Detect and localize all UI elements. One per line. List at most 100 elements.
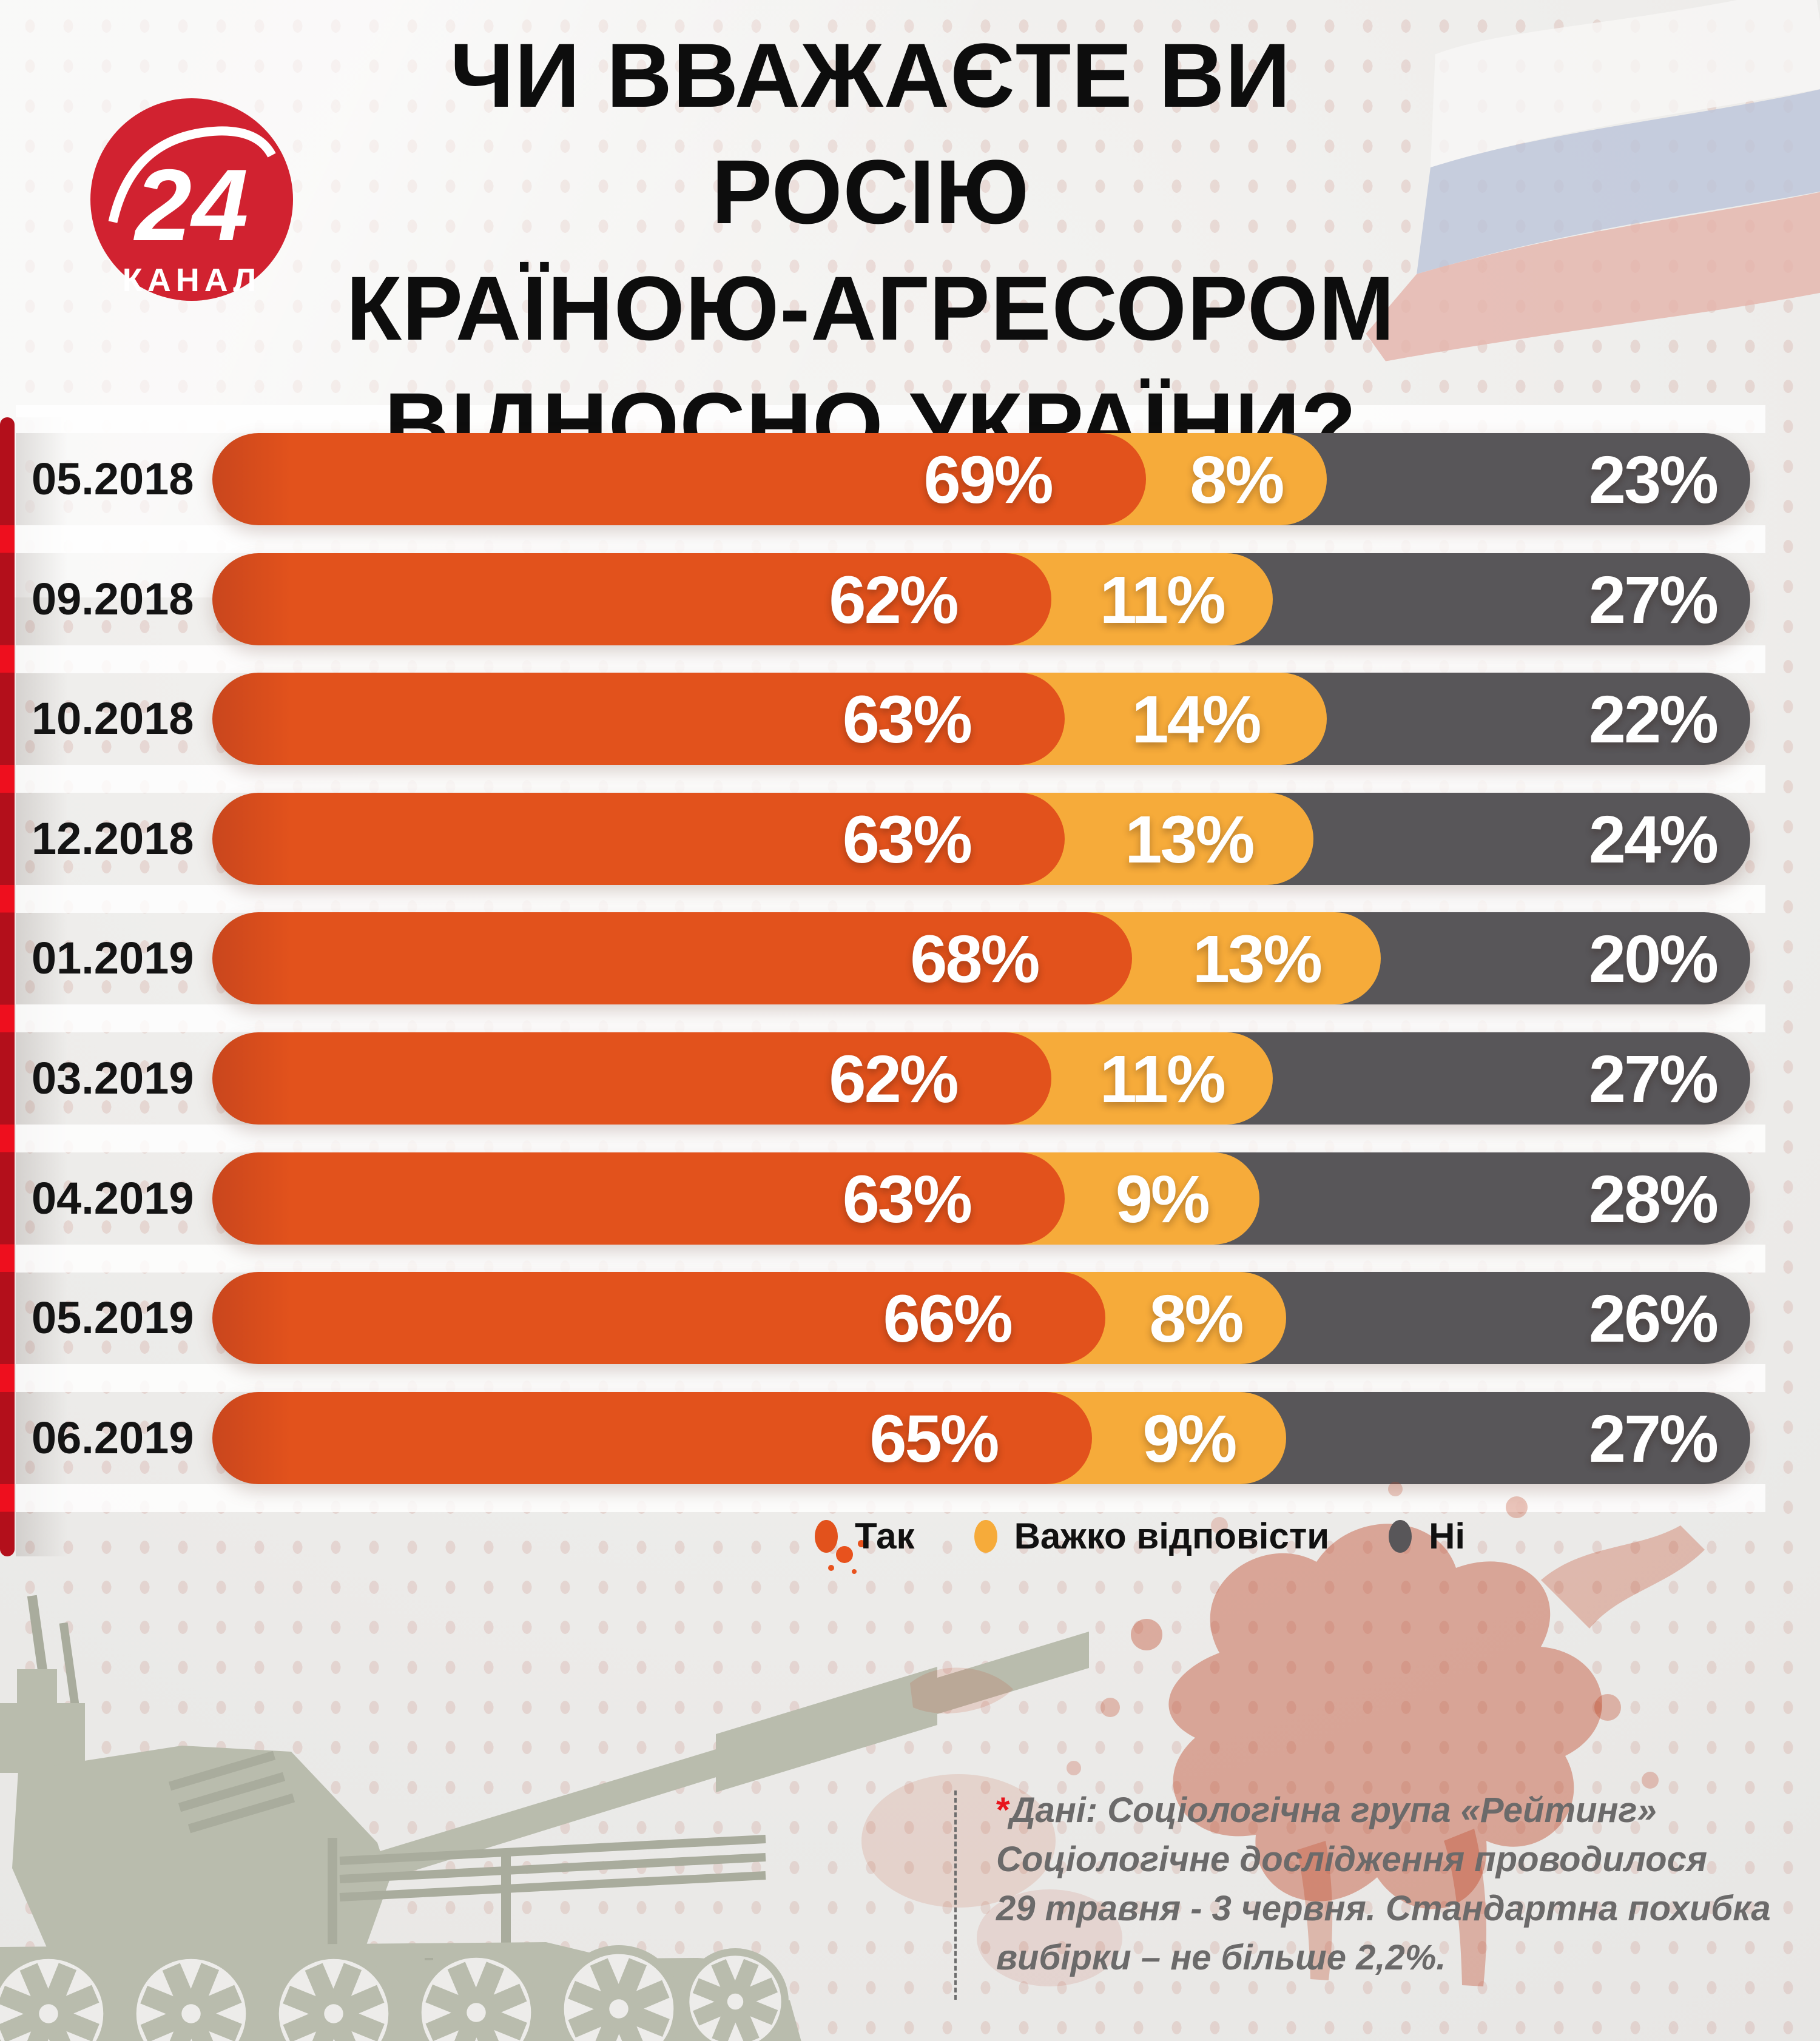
footnote: *Дані: Соціологічна група «Рейтинг» Соці… [996,1786,1820,1982]
logo-number: 24 [133,148,249,262]
bar-segment-yes [212,433,1146,525]
legend-label: Ні [1429,1516,1466,1556]
bar-segment-yes [212,1391,1092,1484]
bar-segment-yes [212,1032,1051,1125]
value-label-yes: 63% [842,802,972,877]
channel-24-logo: 24 КАНАЛ [90,98,293,301]
value-label-hard-to-answer: 8% [1149,1282,1244,1357]
bar-segment-no [1167,1152,1750,1245]
row-gap-strip [16,525,1765,553]
bar-segment-yes [212,1272,1105,1365]
logo-circle [90,98,293,301]
tank-wheel [270,1950,397,2041]
row-date-label: 05.2019 [32,1293,194,1343]
tank-wheel [127,1950,255,2041]
value-label-no: 28% [1588,1162,1719,1237]
bar-segment-yes [212,792,1065,885]
stacked-bar: 63% 13% 24% [212,792,1750,885]
legend-item: Так [815,1515,915,1557]
value-label-yes: 63% [842,682,972,758]
footnote-text: Дані: Соціологічна група «Рейтинг» [1009,1790,1657,1830]
footnote-line: вибірки – не більше 2,2%. [996,1938,1446,1977]
chart-row: 09.2018 62% 11% 27% [0,553,1820,645]
row-date-label: 05.2018 [32,454,194,504]
page-title: ЧИ ВВАЖАЄТЕ ВИ РОСІЮ КРАЇНОЮ-АГРЕСОРОМ В… [285,17,1456,483]
legend-label: Так [855,1516,915,1556]
tank-wheel [413,1949,540,2041]
blood-splatter-art [828,1482,1705,1986]
chart-row: 12.2018 63% 13% 24% [0,792,1820,885]
chart-row: 06.2019 65% 9% 27% [0,1391,1820,1484]
value-label-yes: 63% [842,1162,972,1237]
bar-segment-yes [212,673,1065,765]
bar-segment-no [1194,1391,1750,1484]
bar-segment-yes [212,1152,1065,1245]
stacked-bar: 62% 11% 27% [212,1032,1750,1125]
row-date-label: 12.2018 [32,813,194,864]
value-label-hard-to-answer: 9% [1142,1401,1237,1476]
value-label-hard-to-answer: 9% [1115,1162,1210,1237]
value-label-no: 23% [1588,443,1719,517]
title-line-2: КРАЇНОЮ-АГРЕСОРОМ [346,257,1395,359]
value-label-yes: 69% [923,443,1054,517]
logo-swoosh-icon [108,126,276,223]
row-gap-strip [16,1244,1765,1273]
stacked-bar: 62% 11% 27% [212,553,1750,645]
value-label-hard-to-answer: 13% [1125,802,1255,877]
legend-dot-icon [815,1519,838,1553]
chart-row: 03.2019 62% 11% 27% [0,1032,1820,1125]
row-date-label: 09.2018 [32,573,194,624]
row-gap-strip [16,1125,1765,1152]
row-gap-strip [16,1004,1765,1033]
chart-legend: Так Важко відповісти Ні [815,1515,1465,1557]
value-label-no: 22% [1588,682,1719,758]
stacked-bar: 63% 14% 22% [212,673,1750,765]
left-red-axis-strip [0,417,15,1556]
chart-row: 10.2018 63% 14% 22% [0,673,1820,765]
value-label-hard-to-answer: 14% [1131,682,1261,758]
bar-segment-no [1180,1032,1750,1125]
row-gap-strip [16,1364,1765,1393]
footnote-dashed-rule [954,1790,957,2000]
legend-label: Важко відповісти [1014,1516,1330,1556]
value-label-yes: 65% [869,1401,999,1476]
value-label-no: 26% [1588,1282,1719,1357]
legend-dot-icon [974,1519,997,1553]
row-gap-strip [16,1484,1765,1512]
row-gap-strip [16,765,1765,793]
row-date-label: 04.2019 [32,1172,194,1223]
tank-illustration [0,1595,1089,2041]
value-label-no: 27% [1588,562,1719,637]
tank-wheel [0,1950,112,2041]
footnote-line: Соціологічне дослідження проводилося [996,1840,1707,1879]
row-date-label: 03.2019 [32,1053,194,1103]
footnote-asterisk: * [996,1790,1010,1830]
stacked-bar: 63% 9% 28% [212,1152,1750,1245]
legend-item: Ні [1389,1515,1465,1557]
legend-item: Важко відповісти [974,1515,1330,1557]
chart-row: 04.2019 63% 9% 28% [0,1152,1820,1245]
chart-row: 05.2019 66% 8% 26% [0,1272,1820,1365]
value-label-no: 27% [1588,1042,1719,1117]
row-gap-strip [16,645,1765,673]
bar-segment-no [1180,553,1750,645]
row-date-label: 01.2019 [32,933,194,984]
value-label-hard-to-answer: 11% [1099,1042,1226,1117]
row-gap-strip [16,884,1765,913]
stacked-bar: 69% 8% 23% [212,433,1750,525]
bar-segment-no [1194,1272,1750,1365]
stacked-bar: 65% 9% 27% [212,1391,1750,1484]
value-label-yes: 66% [883,1282,1013,1357]
value-label-hard-to-answer: 13% [1192,922,1323,997]
value-label-yes: 62% [829,1042,959,1117]
chart-row: 05.2018 69% 8% 23% [0,433,1820,525]
footnote-line: *Дані: Соціологічна група «Рейтинг» [996,1786,1820,1835]
bar-segment-yes [212,912,1133,1005]
value-label-hard-to-answer: 8% [1190,443,1284,517]
value-label-no: 20% [1588,922,1719,997]
value-label-yes: 62% [829,562,959,637]
bar-segment-yes [212,553,1051,645]
value-label-no: 24% [1588,802,1719,877]
row-gap-strip [16,405,1765,434]
